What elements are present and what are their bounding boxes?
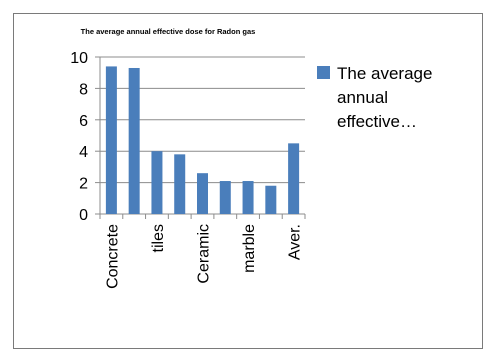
- x-tick-label: marble: [241, 224, 258, 273]
- x-tick-label: tiles: [150, 224, 167, 252]
- x-tick-label: Ceramic: [196, 224, 213, 284]
- y-tick-label: 6: [79, 113, 88, 130]
- x-tick-label: Aver.: [287, 224, 304, 260]
- bar: [265, 185, 277, 214]
- legend-swatch: [317, 66, 330, 79]
- legend-label: effective…: [337, 112, 417, 131]
- y-tick-labels: 0 2 4 6 8 10: [70, 50, 88, 224]
- y-tick-label: 0: [79, 207, 88, 224]
- legend-label: annual: [337, 88, 388, 107]
- bar: [242, 181, 254, 214]
- y-tick-label: 8: [79, 81, 88, 98]
- bar: [219, 181, 231, 214]
- x-tick-label: Concrete: [104, 224, 121, 289]
- bar: [151, 151, 163, 214]
- bar: [288, 143, 300, 214]
- legend: The average annual effective…: [317, 64, 432, 131]
- bar: [197, 173, 208, 214]
- bars: [105, 66, 300, 214]
- y-tick-label: 2: [79, 176, 88, 193]
- chart-frame: The average annual effective dose for Ra…: [13, 13, 483, 349]
- x-tick-labels: Concrete tiles Ceramic marble Aver.: [104, 224, 303, 289]
- chart-title: The average annual effective dose for Ra…: [81, 27, 256, 36]
- y-tick-label: 10: [70, 50, 88, 67]
- bar: [174, 154, 186, 214]
- y-tick-label: 4: [79, 144, 88, 161]
- bar: [105, 66, 117, 214]
- legend-label: The average: [337, 64, 432, 83]
- bar: [128, 67, 140, 214]
- bar-chart: The average annual effective dose for Ra…: [70, 27, 432, 289]
